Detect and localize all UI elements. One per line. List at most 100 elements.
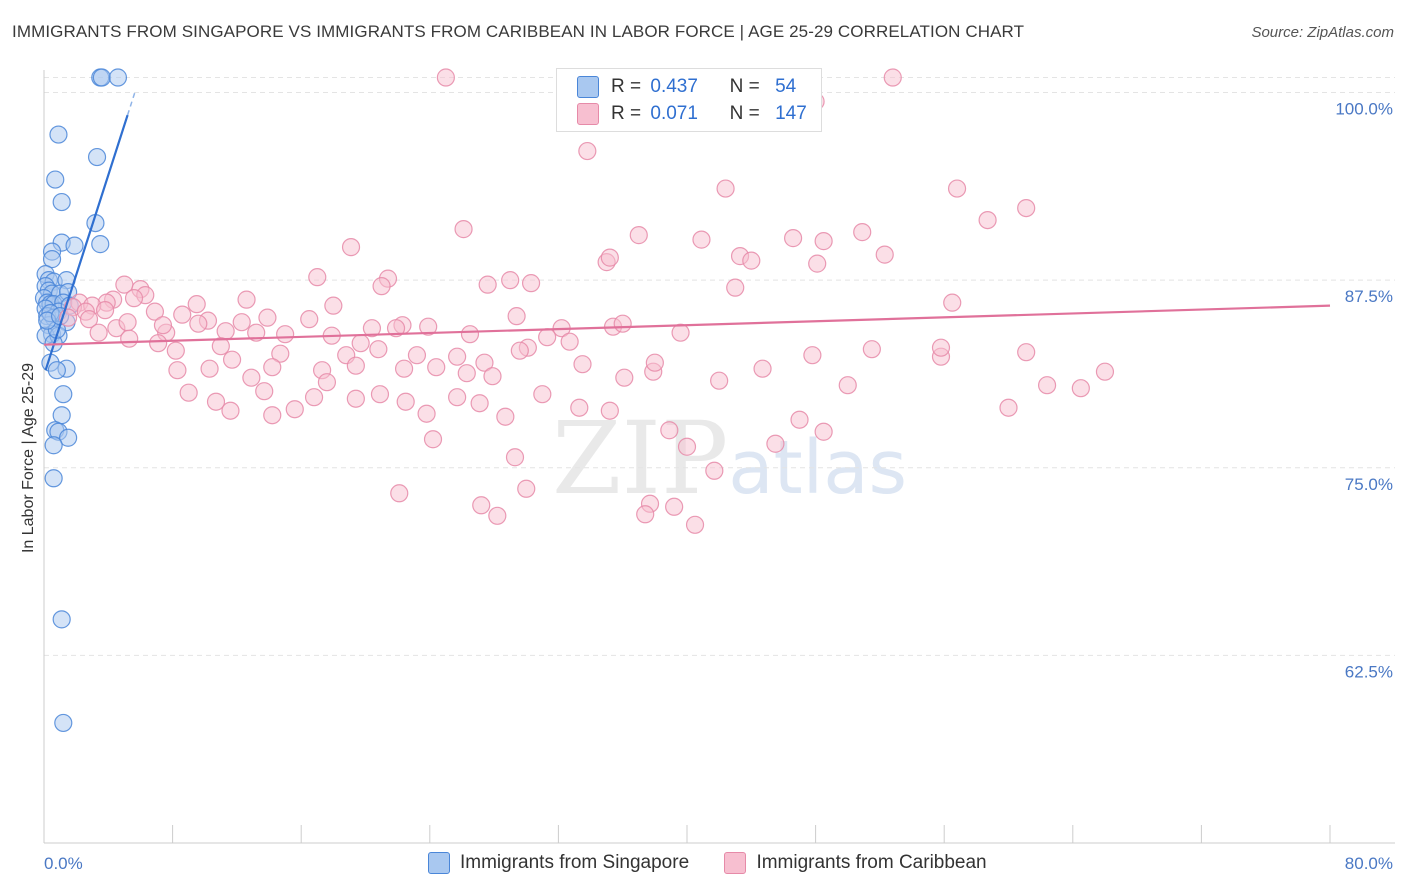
caribbean-point [600,401,619,420]
caribbean-point [258,308,277,327]
series-caribbean-points [59,68,1115,534]
caribbean-point [255,382,274,401]
caribbean-point [247,323,266,342]
caribbean-point [613,314,632,333]
legend-item-singapore[interactable]: Immigrants from Singapore [428,852,689,874]
caribbean-point [95,301,115,320]
caribbean-point [853,223,872,242]
chart-title: IMMIGRANTS FROM SINGAPORE VS IMMIGRANTS … [12,22,1025,41]
caribbean-point [883,68,902,87]
caribbean-point [507,307,526,326]
caribbean-point [814,422,833,441]
legend-row-singapore: R = 0.437 N = 54 [577,76,796,100]
legend-n-label: N = [729,76,760,97]
caribbean-point [168,361,187,380]
caribbean-point [221,401,240,420]
caribbean-point [665,497,684,516]
trend-line-caribbean [43,304,1331,346]
caribbean-point [369,340,388,359]
grid-lines [44,77,1395,656]
caribbean-point [304,388,324,407]
caribbean-point [149,334,168,353]
singapore-point [54,385,73,404]
caribbean-point [370,385,390,404]
singapore-point [87,147,107,167]
caribbean-point [1095,362,1115,381]
caribbean-point [510,341,529,360]
caribbean-point [862,340,881,359]
caribbean-point [436,68,455,87]
caribbean-point [153,316,173,335]
caribbean-point [417,404,436,423]
caribbean-point [271,344,290,363]
caribbean-point [943,293,962,312]
caribbean-point [460,325,480,344]
singapore-point [49,125,68,144]
legend-item-caribbean[interactable]: Immigrants from Caribbean [724,852,987,874]
caribbean-point [790,410,809,429]
caribbean-point [710,371,729,390]
tick-labels: 100.0% 87.5% 75.0% 62.5% 0.0% 80.0% In Labor F… [20,100,1393,873]
x-tick-label: 80.0% [1345,854,1393,873]
caribbean-point [978,210,997,230]
trend-lines [43,89,1331,371]
caribbean-point [573,355,592,374]
caribbean-point [1017,343,1036,362]
singapore-point [42,250,62,269]
caribbean-point [263,358,282,377]
caribbean-point [200,359,219,378]
y-tick-label: 87.5% [1345,287,1393,306]
caribbean-point [419,317,438,336]
caribbean-point [533,385,552,404]
source-label: Source: ZipAtlas.com [1251,24,1394,41]
legend-r-value: 0.437 [650,76,698,97]
singapore-point [91,235,110,254]
watermark-zip: ZIP [552,400,729,517]
legend-n-value: 147 [775,103,807,124]
caribbean-point [396,392,415,411]
y-tick-label: 75.0% [1345,475,1393,494]
caribbean-point [386,319,406,338]
caribbean-point [189,314,208,333]
y-tick-label: 62.5% [1345,662,1393,681]
caribbean-point [454,220,473,239]
caribbean-point [705,461,724,480]
watermark: ZIPatlas [552,400,907,517]
singapore-point [47,361,66,380]
caribbean-point [120,329,139,348]
caribbean-point [351,334,370,353]
legend-swatch-caribbean [577,103,599,125]
caribbean-point [118,313,137,332]
caribbean-point [685,515,705,534]
caribbean-point [470,394,489,413]
caribbean-point [570,398,589,417]
y-tick-label: 100.0% [1335,100,1393,119]
caribbean-point [448,347,467,366]
caribbean-point [263,406,282,425]
caribbean-point [716,179,735,198]
caribbean-point [578,141,597,161]
caribbean-point [145,302,165,321]
caribbean-point [803,346,822,365]
caribbean-point [427,358,446,377]
caribbean-point [457,364,476,383]
caribbean-point [615,368,634,387]
caribbean-point [237,290,256,309]
caribbean-point [538,328,557,347]
caribbean-point [875,245,894,264]
caribbean-point [211,337,230,356]
caribbean-point [173,305,192,324]
caribbean-point [931,338,951,357]
caribbean-point [660,421,679,440]
series-singapore-points [34,68,128,733]
caribbean-point [636,505,655,524]
caribbean-point [472,496,491,515]
caribbean-point [645,353,664,372]
legend-row-caribbean: R = 0.071 N = 147 [577,103,807,127]
legend-r-value: 0.071 [650,103,698,124]
caribbean-point [285,400,304,419]
caribbean-point [838,376,857,395]
caribbean-point [600,248,619,267]
caribbean-point [232,313,251,332]
singapore-point [46,170,65,189]
